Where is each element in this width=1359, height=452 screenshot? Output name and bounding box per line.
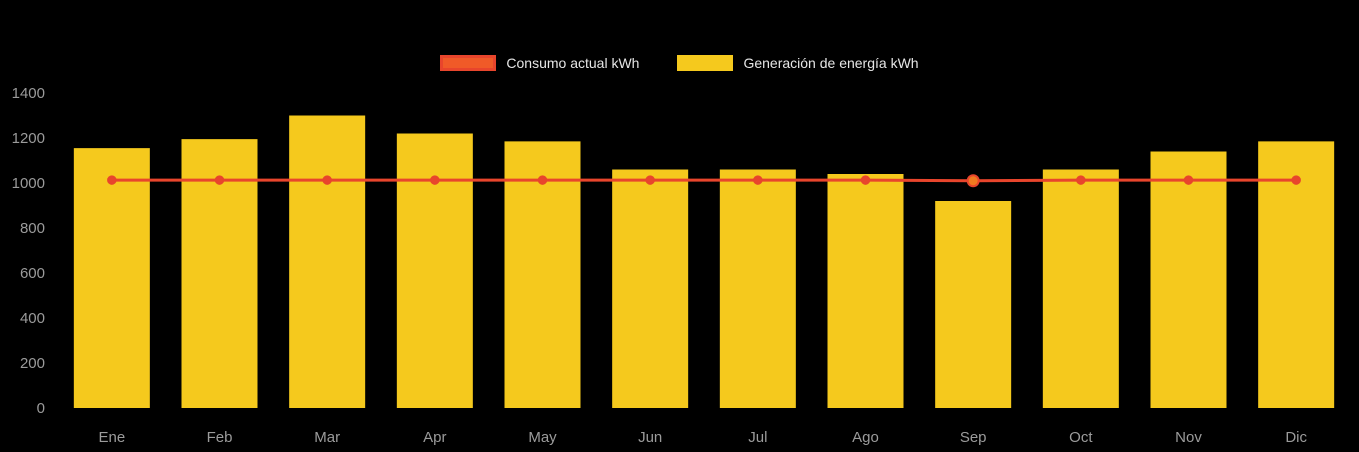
y-axis-tick-label: 800 xyxy=(20,220,45,237)
generacion-legend-swatch xyxy=(677,55,734,71)
x-axis-month-label: Ene xyxy=(98,429,125,446)
x-axis-month-label: Oct xyxy=(1069,429,1093,446)
consumption-point-jun[interactable] xyxy=(645,175,655,185)
generation-bar-apr[interactable] xyxy=(396,133,473,409)
x-axis-month-label: Jun xyxy=(638,429,662,446)
chart-legend: Consumo actual kWh Generación de energía… xyxy=(0,55,1359,71)
x-axis-month-label: Apr xyxy=(423,429,446,446)
consumption-point-mar[interactable] xyxy=(322,175,332,185)
consumption-point-may[interactable] xyxy=(537,175,548,185)
generation-bar-jun[interactable] xyxy=(612,169,689,409)
consumption-point-feb[interactable] xyxy=(214,175,225,185)
generation-bar-dic[interactable] xyxy=(1258,141,1335,408)
x-axis-month-label: Mar xyxy=(314,429,340,446)
consumption-point-apr[interactable] xyxy=(430,175,440,185)
y-axis-tick-label: 0 xyxy=(37,400,45,417)
consumption-point-oct[interactable] xyxy=(1076,175,1086,185)
consumption-point-sep[interactable] xyxy=(966,174,980,188)
consumption-point-nov[interactable] xyxy=(1183,175,1194,185)
generation-bar-ene[interactable] xyxy=(73,148,150,408)
generation-bar-nov[interactable] xyxy=(1150,151,1227,409)
consumption-point-jul[interactable] xyxy=(753,175,763,185)
consumo-legend-swatch xyxy=(440,55,497,71)
y-axis-tick-label: 1200 xyxy=(12,130,45,147)
x-axis-month-label: Dic xyxy=(1285,429,1307,446)
generacion-legend-label: Generación de energía kWh xyxy=(743,55,919,71)
x-axis-month-label: Jul xyxy=(748,429,767,446)
x-axis-month-label: Sep xyxy=(960,429,987,446)
legend-item-generacion[interactable]: Generación de energía kWh xyxy=(677,55,919,71)
x-axis-month-label: Feb xyxy=(207,429,233,446)
y-axis-tick-label: 200 xyxy=(20,355,45,372)
generation-bar-mar[interactable] xyxy=(289,115,366,409)
y-axis-tick-label: 1000 xyxy=(12,175,45,192)
y-axis-tick-label: 600 xyxy=(20,265,45,282)
x-axis-month-label: Ago xyxy=(852,429,879,446)
consumption-point-ago[interactable] xyxy=(860,175,871,185)
generation-bar-oct[interactable] xyxy=(1042,169,1119,409)
x-axis-month-label: Nov xyxy=(1175,429,1202,446)
consumption-point-ene[interactable] xyxy=(107,175,117,185)
y-axis-tick-label: 400 xyxy=(20,310,45,327)
consumption-line xyxy=(111,178,1297,183)
generation-bar-jul[interactable] xyxy=(719,169,796,409)
x-axis-month-label: May xyxy=(528,429,557,446)
generation-bar-sep[interactable] xyxy=(935,201,1012,408)
legend-item-consumo[interactable]: Consumo actual kWh xyxy=(440,55,639,71)
consumption-point-dic[interactable] xyxy=(1291,175,1301,185)
y-axis-tick-label: 1400 xyxy=(12,85,45,102)
generation-bar-may[interactable] xyxy=(504,141,581,408)
consumo-legend-label: Consumo actual kWh xyxy=(506,55,640,71)
generation-bar-ago[interactable] xyxy=(827,174,904,408)
